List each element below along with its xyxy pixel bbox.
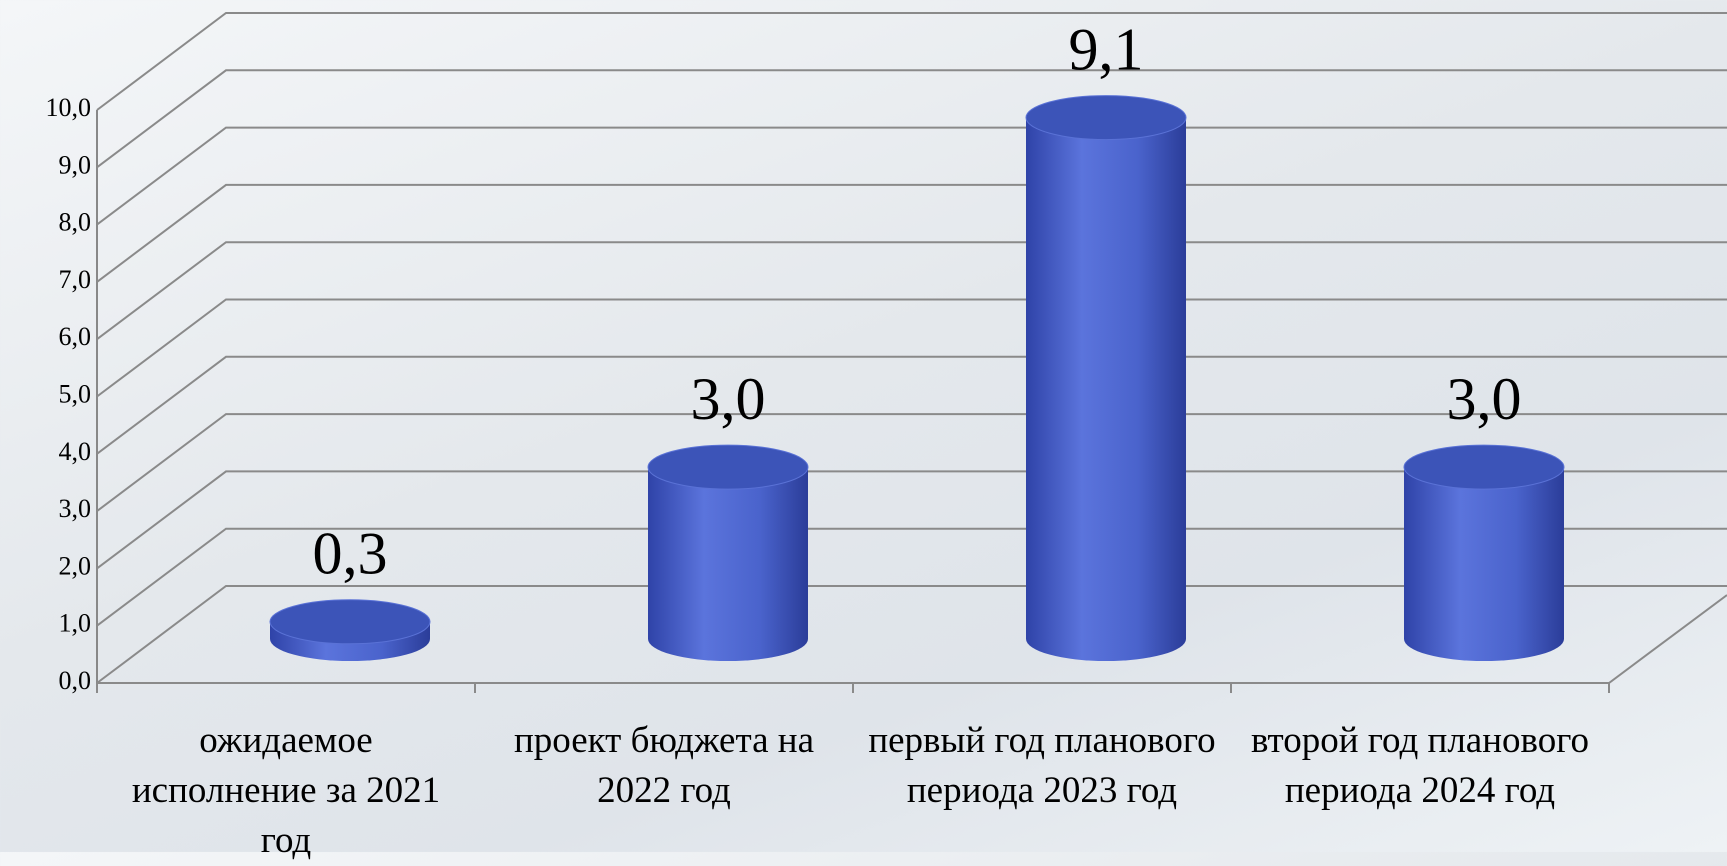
grid-line	[96, 183, 1727, 283]
grid-line	[96, 12, 1727, 111]
grid-line	[96, 126, 1727, 226]
y-tick-label: 5,0	[59, 379, 92, 408]
cylinder-top	[269, 599, 431, 645]
grid-line	[96, 241, 1727, 340]
value-label: 3,0	[1447, 366, 1522, 432]
value-label: 3,0	[691, 366, 766, 432]
cylinder-body	[1404, 467, 1564, 661]
grid-line	[96, 527, 1727, 627]
y-tick-label: 0,0	[59, 666, 92, 695]
x-tick-label: второй год планового периода 2024 год	[1250, 720, 1589, 811]
y-tick-label: 9,0	[59, 150, 92, 179]
y-tick-label: 4,0	[59, 437, 92, 466]
cylinder-body	[1026, 117, 1186, 661]
cylinder	[1403, 444, 1565, 661]
y-tick-label: 3,0	[59, 494, 92, 523]
cylinder-body	[648, 467, 808, 661]
y-tick-label: 6,0	[59, 322, 92, 351]
y-tick-label: 2,0	[59, 551, 92, 580]
y-tick-label: 10,0	[46, 93, 92, 122]
grid-line	[96, 413, 1727, 512]
grid-line	[96, 298, 1727, 398]
grid-line	[96, 355, 1727, 455]
y-tick-label: 1,0	[59, 609, 92, 638]
value-label: 0,3	[313, 521, 388, 587]
grid-line	[96, 470, 1727, 570]
y-tick-label: 8,0	[59, 208, 92, 237]
y-tick-label: 7,0	[59, 265, 92, 294]
cylinder	[269, 599, 431, 661]
cylinder-top	[647, 444, 809, 490]
x-tick-label: первый год планового периода 2023 год	[868, 720, 1216, 811]
x-tick-label: ожидаемое исполнение за 2021 год	[131, 720, 441, 861]
grid-line	[96, 585, 1727, 684]
x-tick-label: проект бюджета на 2022 год	[513, 720, 814, 811]
value-label: 9,1	[1069, 16, 1144, 82]
cylinder	[647, 444, 809, 661]
cylinder	[1025, 95, 1187, 661]
grid-line	[96, 69, 1727, 169]
cylinder-top	[1025, 95, 1187, 141]
cylinder-top	[1403, 444, 1565, 490]
